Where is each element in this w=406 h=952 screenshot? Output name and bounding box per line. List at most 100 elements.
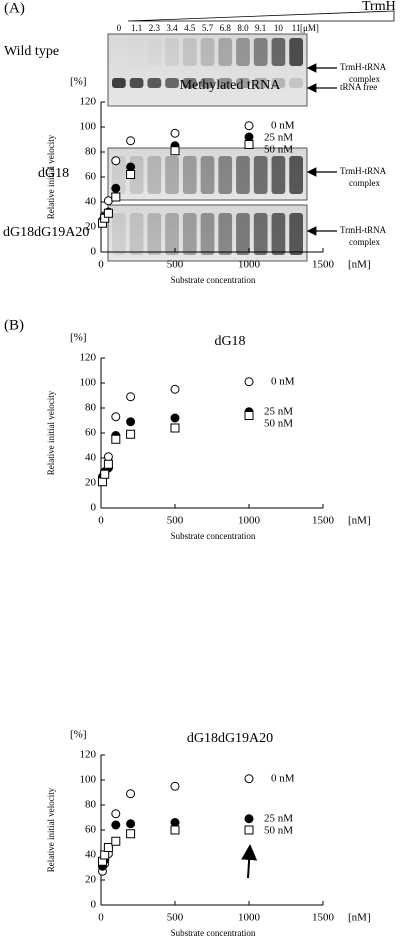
annotation: TrmH-tRNA <box>340 62 387 72</box>
band <box>289 213 303 255</box>
y-tick-label: 40 <box>85 452 97 464</box>
y-tick-label: 40 <box>85 849 97 861</box>
marker <box>170 146 180 156</box>
marker <box>170 781 180 791</box>
legend-label: 0 nM <box>271 119 295 131</box>
x-tick-label: 500 <box>167 515 184 527</box>
band <box>271 156 286 194</box>
arrow <box>241 844 258 879</box>
marker <box>103 843 113 852</box>
marker <box>170 423 180 433</box>
lane-label: 3.4 <box>166 23 178 33</box>
x-tick-label: 1500 <box>312 515 335 527</box>
marker <box>170 384 180 394</box>
x-axis-label: Substrate concentration <box>171 928 256 938</box>
panel-label: (B) <box>4 317 24 333</box>
marker <box>111 809 121 819</box>
marker <box>244 121 254 131</box>
band <box>253 156 268 194</box>
band <box>182 156 197 194</box>
marker <box>244 825 254 835</box>
band <box>130 38 144 66</box>
band <box>200 38 215 66</box>
marker <box>126 417 136 427</box>
band <box>253 78 268 88</box>
y-unit: [%] <box>70 332 87 344</box>
marker <box>244 814 254 824</box>
band <box>289 78 303 88</box>
y-tick-label: 0 <box>91 899 97 911</box>
band <box>147 156 162 194</box>
y-tick-label: 40 <box>85 196 97 208</box>
marker <box>126 429 136 439</box>
marker <box>244 377 254 387</box>
y-tick-label: 20 <box>85 477 97 489</box>
annotation: tRNA free <box>340 82 377 92</box>
y-tick-label: 80 <box>85 146 97 158</box>
band <box>165 213 179 255</box>
band <box>129 213 144 255</box>
x-unit: [nM] <box>348 515 371 527</box>
gradient-wedge <box>127 10 395 22</box>
annotation: TrmH-tRNA <box>340 225 387 235</box>
x-tick-label: 1500 <box>312 912 335 924</box>
marker <box>126 829 136 839</box>
y-tick-label: 20 <box>85 221 97 233</box>
band <box>182 78 197 88</box>
x-tick-label: 1000 <box>238 259 261 271</box>
y-tick-label: 0 <box>91 246 97 258</box>
gel-label: dG18dG19A20 <box>3 225 89 240</box>
lane-label: 6.8 <box>220 23 232 33</box>
lane-label: 1.1 <box>131 23 142 33</box>
y-tick-label: 60 <box>85 427 97 439</box>
band <box>218 38 233 66</box>
gel-label: Wild type <box>4 44 59 59</box>
marker <box>126 170 136 179</box>
y-axis-label: Relative initial velocity <box>46 134 56 219</box>
y-tick-label: 80 <box>85 402 97 414</box>
chart-title: dG18 <box>214 334 245 349</box>
y-tick-label: 20 <box>85 874 97 886</box>
y-tick-label: 120 <box>80 352 97 364</box>
marker <box>244 140 254 149</box>
x-tick-label: 0 <box>98 259 104 271</box>
chart-title: Methylated tRNA <box>180 78 282 93</box>
marker <box>103 452 113 462</box>
band <box>112 78 126 88</box>
band <box>147 78 162 88</box>
marker <box>111 820 121 830</box>
x-tick-label: 0 <box>98 515 104 527</box>
gel-label: dG18 <box>38 166 69 181</box>
band <box>236 156 250 194</box>
x-axis-label: Substrate concentration <box>171 275 256 285</box>
band <box>218 156 233 194</box>
legend-label: 50 nM <box>264 417 293 429</box>
x-tick-label: 500 <box>167 912 184 924</box>
band <box>218 78 233 88</box>
lane-label: 0 <box>117 23 122 33</box>
band <box>236 38 250 66</box>
marker <box>170 825 180 835</box>
marker <box>126 162 136 172</box>
band <box>112 213 126 255</box>
band <box>236 78 250 88</box>
x-tick-label: 500 <box>167 259 184 271</box>
annotation: TrmH-tRNA <box>340 166 387 176</box>
legend-label: 50 nM <box>264 143 293 155</box>
band <box>253 213 268 255</box>
x-axis-label: Substrate concentration <box>171 531 256 541</box>
band <box>165 78 179 88</box>
y-tick-label: 100 <box>80 377 97 389</box>
marker <box>244 774 254 784</box>
x-tick-label: 1000 <box>238 912 261 924</box>
band <box>271 38 286 66</box>
y-unit: [%] <box>70 76 87 88</box>
annotation: complex <box>349 178 380 188</box>
y-axis-label: Relative initial velocity <box>46 390 56 475</box>
marker <box>111 434 121 444</box>
lane-label: 4.5 <box>184 23 196 33</box>
lane-label: 11 <box>292 23 301 33</box>
band <box>200 213 215 255</box>
marker <box>244 132 254 142</box>
